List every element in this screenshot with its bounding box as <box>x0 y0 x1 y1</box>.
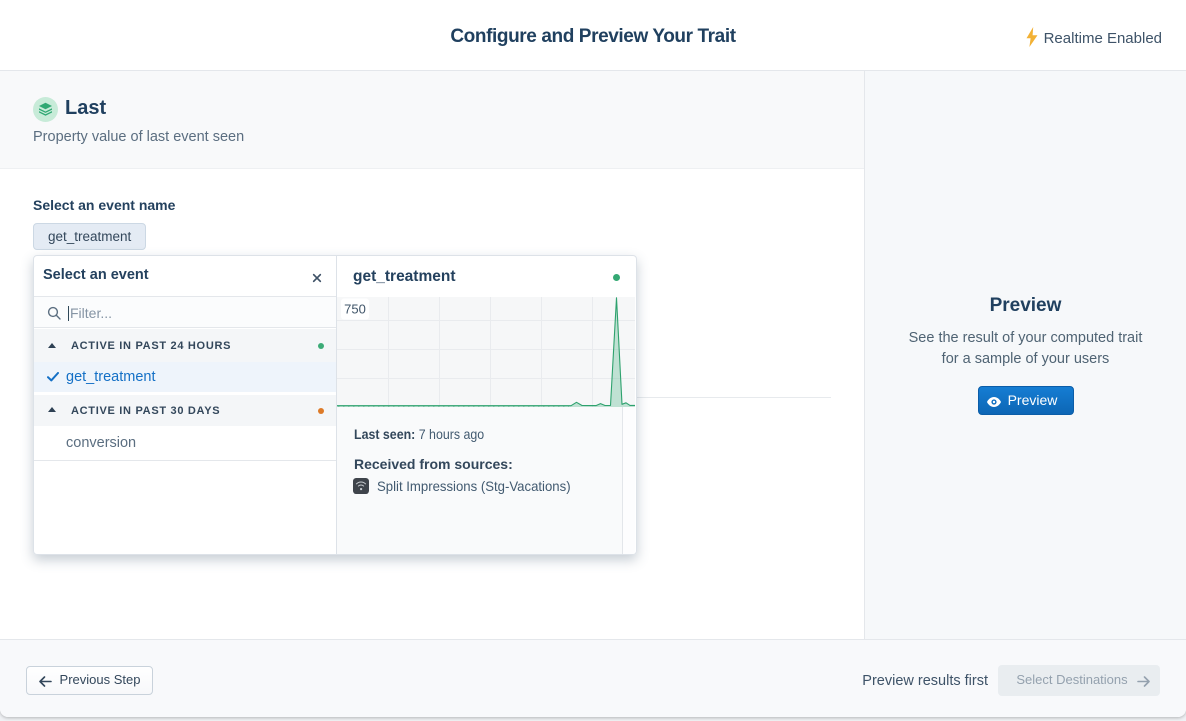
svg-text:750: 750 <box>344 302 366 317</box>
